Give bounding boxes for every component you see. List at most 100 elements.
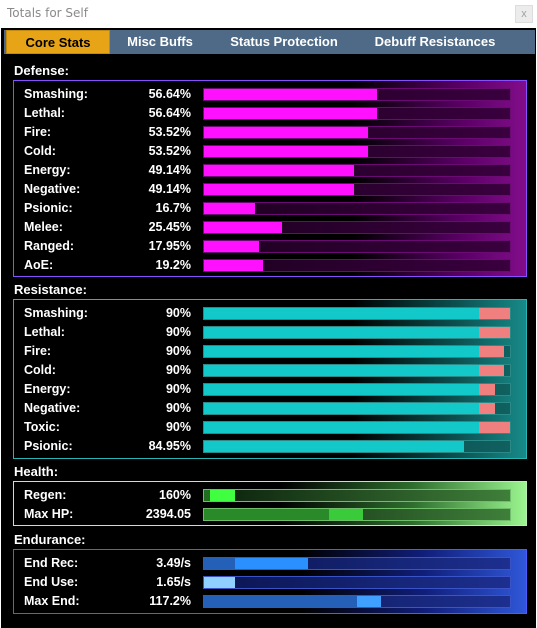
resistance-section-title: Resistance: <box>14 282 87 297</box>
defense-smashing-label: Smashing: <box>24 87 88 101</box>
defense-row-melee: Melee: 25.45% <box>14 218 526 237</box>
end-rec-bar-fill <box>204 558 309 569</box>
end-rec-value: 3.49/s <box>156 556 191 570</box>
resistance-row-toxic: Toxic: 90% <box>14 418 526 437</box>
resistance-smashing-label: Smashing: <box>24 306 88 320</box>
endurance-section-title: Endurance: <box>14 532 86 547</box>
defense-lethal-bar <box>203 107 511 120</box>
defense-psionic-value: 16.7% <box>155 201 191 215</box>
resistance-row-fire: Fire: 90% <box>14 342 526 361</box>
resistance-psionic-bar <box>203 440 511 453</box>
defense-row-aoe: AoE: 19.2% <box>14 256 526 275</box>
max-hp-label: Max HP: <box>24 507 74 521</box>
health-section-title: Health: <box>14 464 59 479</box>
resistance-energy-bar-overcap <box>479 384 495 395</box>
defense-row-negative: Negative: 49.14% <box>14 180 526 199</box>
resistance-negative-bar-overcap <box>479 403 495 414</box>
tab-core-stats[interactable]: Core Stats <box>6 30 110 54</box>
defense-aoe-bar-fill <box>204 260 263 271</box>
resistance-psionic-value: 84.95% <box>148 439 191 453</box>
resistance-row-psionic: Psionic: 84.95% <box>14 437 526 456</box>
resistance-negative-label: Negative: <box>24 401 81 415</box>
regen-value: 160% <box>159 488 191 502</box>
max-end-bar-base <box>204 596 357 607</box>
regen-bar-base <box>204 490 211 501</box>
defense-fire-label: Fire: <box>24 125 52 139</box>
defense-negative-bar <box>203 183 511 196</box>
max-hp-bar-base <box>204 509 330 520</box>
endurance-row-max-end: Max End: 117.2% <box>14 592 526 611</box>
regen-label: Regen: <box>24 488 67 502</box>
defense-fire-bar-fill <box>204 127 368 138</box>
resistance-row-energy: Energy: 90% <box>14 380 526 399</box>
end-use-bar <box>203 576 511 589</box>
resistance-fire-bar-overcap <box>479 346 504 357</box>
resistance-row-smashing: Smashing: 90% <box>14 304 526 323</box>
endurance-row-end-use: End Use: 1.65/s <box>14 573 526 592</box>
end-rec-label: End Rec: <box>24 556 79 570</box>
resistance-lethal-bar-fill <box>204 327 480 338</box>
max-hp-value: 2394.05 <box>145 507 191 521</box>
resistance-toxic-value: 90% <box>165 420 191 434</box>
defense-row-lethal: Lethal: 56.64% <box>14 104 526 123</box>
defense-row-ranged: Ranged: 17.95% <box>14 237 526 256</box>
defense-aoe-label: AoE: <box>24 258 54 272</box>
defense-energy-value: 49.14% <box>148 163 191 177</box>
max-hp-bar <box>203 508 511 521</box>
defense-aoe-value: 19.2% <box>155 258 191 272</box>
resistance-fire-value: 90% <box>165 344 191 358</box>
defense-ranged-bar <box>203 240 511 253</box>
resistance-smashing-bar <box>203 307 511 320</box>
resistance-negative-bar-fill <box>204 403 480 414</box>
defense-section-title: Defense: <box>14 63 69 78</box>
defense-melee-label: Melee: <box>24 220 63 234</box>
defense-energy-bar-fill <box>204 165 355 176</box>
defense-negative-bar-fill <box>204 184 355 195</box>
end-rec-bar-base <box>204 558 235 569</box>
resistance-row-lethal: Lethal: 90% <box>14 323 526 342</box>
resistance-negative-bar <box>203 402 511 415</box>
defense-ranged-bar-fill <box>204 241 259 252</box>
resistance-fire-label: Fire: <box>24 344 52 358</box>
resistance-cold-bar-overcap <box>479 365 504 376</box>
max-end-bar <box>203 595 511 608</box>
resistance-lethal-bar-overcap <box>479 327 510 338</box>
defense-row-smashing: Smashing: 56.64% <box>14 85 526 104</box>
defense-cold-bar-fill <box>204 146 368 157</box>
defense-negative-label: Negative: <box>24 182 81 196</box>
end-use-label: End Use: <box>24 575 79 589</box>
defense-smashing-bar-fill <box>204 89 378 100</box>
defense-row-cold: Cold: 53.52% <box>14 142 526 161</box>
resistance-toxic-bar-overcap <box>479 422 510 433</box>
defense-cold-label: Cold: <box>24 144 56 158</box>
defense-cold-bar <box>203 145 511 158</box>
title-bar: Totals for Self x <box>0 0 537 28</box>
resistance-energy-value: 90% <box>165 382 191 396</box>
defense-smashing-value: 56.64% <box>148 87 191 101</box>
tab-status-protection[interactable]: Status Protection <box>230 34 338 49</box>
defense-row-energy: Energy: 49.14% <box>14 161 526 180</box>
end-use-value: 1.65/s <box>156 575 191 589</box>
tab-misc-buffs[interactable]: Misc Buffs <box>127 34 193 49</box>
tab-debuff-resistances[interactable]: Debuff Resistances <box>374 34 496 49</box>
resistance-psionic-bar-fill <box>204 441 464 452</box>
defense-panel: Smashing: 56.64% Lethal: 56.64% Fire: 53.52% C… <box>13 80 527 277</box>
defense-cold-value: 53.52% <box>148 144 191 158</box>
resistance-cold-bar-fill <box>204 365 480 376</box>
close-button[interactable]: x <box>515 5 533 23</box>
endurance-panel: End Rec: 3.49/s End Use: 1.65/s Max End:… <box>13 549 527 614</box>
resistance-toxic-label: Toxic: <box>24 420 60 434</box>
defense-melee-bar <box>203 221 511 234</box>
tab-bar: Core Stats Misc Buffs Status Protection … <box>4 30 535 54</box>
regen-bar-fill <box>210 490 235 501</box>
resistance-cold-bar <box>203 364 511 377</box>
defense-melee-bar-fill <box>204 222 282 233</box>
defense-psionic-label: Psionic: <box>24 201 73 215</box>
resistance-smashing-bar-fill <box>204 308 480 319</box>
resistance-lethal-bar <box>203 326 511 339</box>
regen-bar <box>203 489 511 502</box>
health-row-regen: Regen: 160% <box>14 486 526 505</box>
defense-psionic-bar-fill <box>204 203 256 214</box>
defense-lethal-bar-fill <box>204 108 378 119</box>
defense-lethal-label: Lethal: <box>24 106 65 120</box>
